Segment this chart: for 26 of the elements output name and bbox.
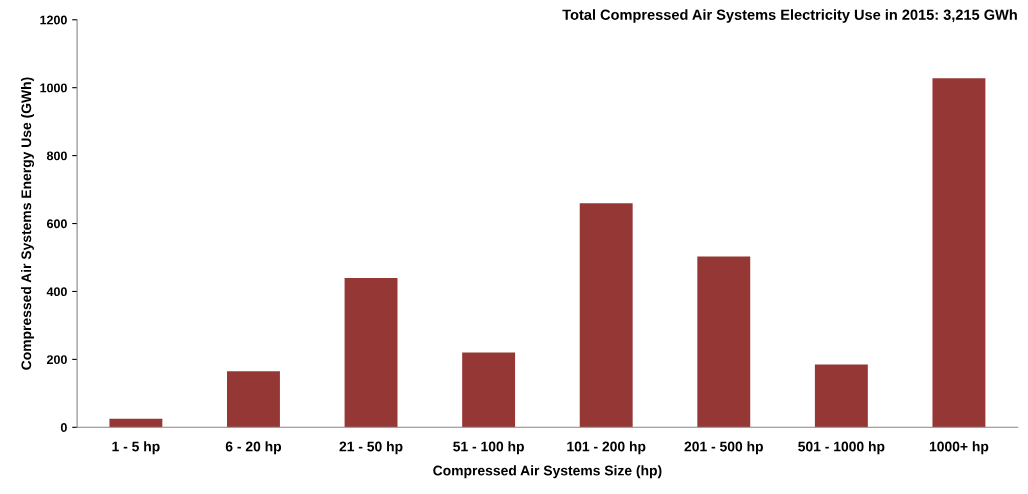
bar [814,364,868,428]
bar [109,418,163,428]
x-tick-label: 101 - 200 hp [567,441,646,455]
x-tick-label: 501 - 1000 hp [798,441,885,455]
y-tick-label: 400 [46,287,67,297]
bar [579,203,633,428]
x-tick-label: 201 - 500 hp [684,441,763,455]
x-tick-label: 1000+ hp [929,441,989,455]
x-tick-label: 21 - 50 hp [339,441,403,455]
x-tick-label: 1 - 5 hp [112,441,160,455]
y-tick-label: 800 [46,151,67,161]
y-axis-title: Compressed Air Systems Energy Use (GWh) [21,77,35,370]
bar [932,78,986,428]
bar [344,277,398,428]
x-tick-label: 6 - 20 hp [225,441,282,455]
y-tick-label: 600 [46,219,67,229]
y-tick-label: 1200 [40,15,67,25]
bar [697,256,751,428]
bar [227,371,280,428]
y-tick-label: 0 [60,423,67,432]
chart-title: Total Compressed Air Systems Electricity Use in 2015: 3,215 GWh [562,9,1017,23]
x-tick-label: 51 - 100 hp [453,441,524,455]
y-tick-label: 200 [46,355,67,365]
y-tick-label: 1000 [40,83,67,93]
x-axis-title: Compressed Air Systems Size (hp) [433,465,662,479]
bar [462,352,516,428]
